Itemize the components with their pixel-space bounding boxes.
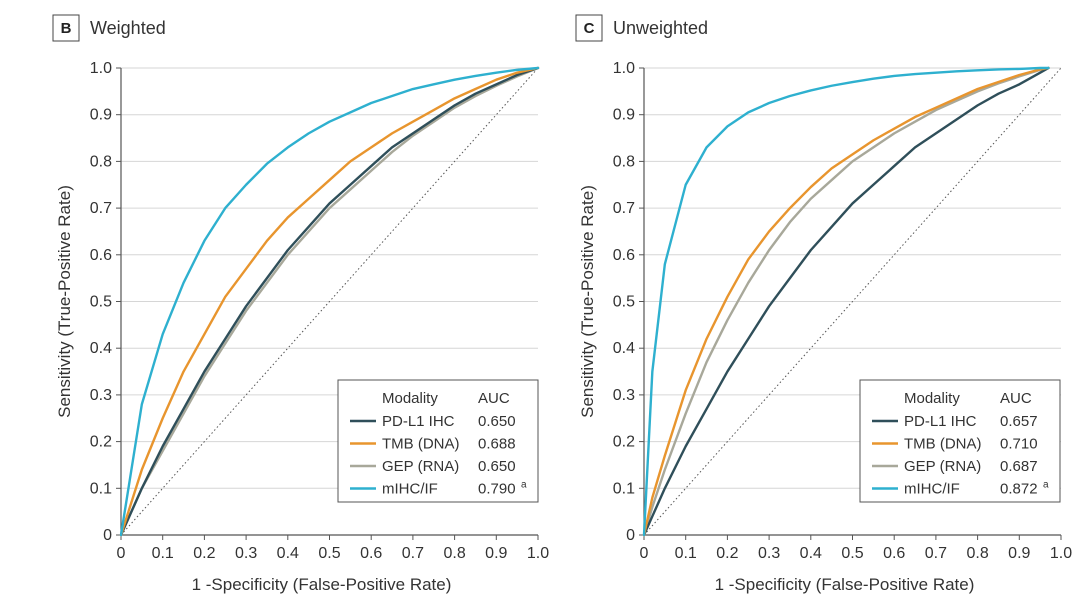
y-tick-label: 0.4 [90, 340, 112, 357]
y-tick-label: 0 [103, 527, 112, 544]
x-tick-label: 1.0 [1050, 545, 1072, 562]
roc-curve-pd-l1-ihc [642, 66, 1050, 537]
x-tick-label: 0.6 [360, 545, 382, 562]
y-axis-label: Sensitivity (True-Positive Rate) [578, 185, 597, 418]
y-tick-label: 0.7 [90, 200, 112, 217]
y-tick-label: 0.9 [90, 107, 112, 124]
roc-curve-gep-rna [119, 66, 540, 537]
y-tick-label: 0.5 [613, 294, 635, 311]
reference-diagonal [120, 67, 539, 536]
panel-title: Weighted [90, 18, 166, 38]
legend-series-name: mIHC/IF [904, 481, 960, 498]
roc-curve-mihc-if [642, 66, 1050, 537]
legend-auc-value: 0.650 [478, 413, 516, 430]
legend-series-name: PD-L1 IHC [904, 413, 977, 430]
x-tick-label: 0.5 [841, 545, 863, 562]
x-tick-label: 0.9 [485, 545, 507, 562]
x-tick-label: 0.3 [758, 545, 780, 562]
roc-curve-tmb-dna [642, 66, 1050, 537]
y-axis-label: Sensitivity (True-Positive Rate) [55, 185, 74, 418]
panel-letter-box [52, 14, 80, 42]
x-tick-label: 0.4 [277, 545, 299, 562]
x-tick-label: 0.3 [235, 545, 257, 562]
y-tick-label: 1.0 [90, 60, 112, 77]
panel-letter: C [584, 20, 595, 37]
y-tick-label: 0.3 [90, 387, 112, 404]
x-axis-label: 1 -Specificity (False-Positive Rate) [192, 575, 452, 594]
reference-diagonal [643, 67, 1062, 536]
legend-box [337, 379, 539, 503]
panel-letter-box [575, 14, 603, 42]
x-axis-label: 1 -Specificity (False-Positive Rate) [715, 575, 975, 594]
y-tick-label: 0.7 [613, 200, 635, 217]
roc-curve-tmb-dna [119, 66, 540, 537]
roc-curve-pd-l1-ihc [119, 66, 540, 537]
x-tick-label: 0.7 [402, 545, 424, 562]
y-tick-label: 0.6 [90, 247, 112, 264]
y-tick-label: 1.0 [613, 60, 635, 77]
x-tick-label: 0.8 [443, 545, 465, 562]
legend-series-name: TMB (DNA) [382, 436, 460, 453]
y-tick-label: 0 [626, 527, 635, 544]
legend-auc-value: 0.657 [1000, 413, 1038, 430]
y-tick-label: 0.1 [613, 480, 635, 497]
x-tick-label: 0 [640, 545, 649, 562]
legend-series-name: PD-L1 IHC [382, 413, 455, 430]
legend-auc-value: 0.710 [1000, 436, 1038, 453]
x-tick-label: 0.8 [966, 545, 988, 562]
x-tick-label: 0.2 [716, 545, 738, 562]
legend-series-name: TMB (DNA) [904, 436, 982, 453]
legend-auc-value: 0.790 [478, 481, 516, 498]
legend-auc-footnote: a [521, 480, 527, 491]
legend-header-modality: Modality [382, 390, 438, 407]
y-tick-label: 0.5 [90, 294, 112, 311]
x-tick-label: 0.1 [152, 545, 174, 562]
y-tick-label: 0.8 [90, 153, 112, 170]
x-tick-label: 0 [117, 545, 126, 562]
y-tick-label: 0.2 [90, 434, 112, 451]
panel-letter: B [61, 20, 72, 37]
legend-auc-value: 0.688 [478, 436, 516, 453]
legend-series-name: mIHC/IF [382, 481, 438, 498]
y-tick-label: 0.9 [613, 107, 635, 124]
legend-series-name: GEP (RNA) [904, 458, 981, 475]
x-tick-label: 0.5 [318, 545, 340, 562]
legend-header-modality: Modality [904, 390, 960, 407]
panel-unweighted: C Unweighted 0 0.1 0.2 0.3 0.4 0.5 0.6 0.7 0.8 0.9 1… [575, 14, 1072, 594]
x-tick-label: 0.2 [193, 545, 215, 562]
legend-auc-footnote: a [1043, 480, 1049, 491]
y-tick-label: 0.6 [613, 247, 635, 264]
roc-curve-mihc-if [119, 66, 540, 537]
legend-auc-value: 0.872 [1000, 481, 1038, 498]
x-tick-label: 0.9 [1008, 545, 1030, 562]
legend-box [859, 379, 1061, 503]
legend-header-auc: AUC [478, 390, 510, 407]
x-tick-label: 0.1 [675, 545, 697, 562]
legend-header-auc: AUC [1000, 390, 1032, 407]
y-tick-label: 0.4 [613, 340, 635, 357]
roc-curve-gep-rna [642, 66, 1050, 537]
panel-weighted: B Weighted 0 0.1 0.2 0.3 0.4 0.5 0.6 0.7 0.8 0.9 1.0… [52, 14, 549, 594]
y-tick-label: 0.1 [90, 480, 112, 497]
y-tick-label: 0.3 [613, 387, 635, 404]
legend-auc-value: 0.650 [478, 458, 516, 475]
x-tick-label: 0.7 [925, 545, 947, 562]
y-tick-label: 0.2 [613, 434, 635, 451]
legend-auc-value: 0.687 [1000, 458, 1038, 475]
panel-title: Unweighted [613, 18, 708, 38]
x-tick-label: 1.0 [527, 545, 549, 562]
x-tick-label: 0.4 [800, 545, 822, 562]
legend-series-name: GEP (RNA) [382, 458, 459, 475]
y-tick-label: 0.8 [613, 153, 635, 170]
x-tick-label: 0.6 [883, 545, 905, 562]
